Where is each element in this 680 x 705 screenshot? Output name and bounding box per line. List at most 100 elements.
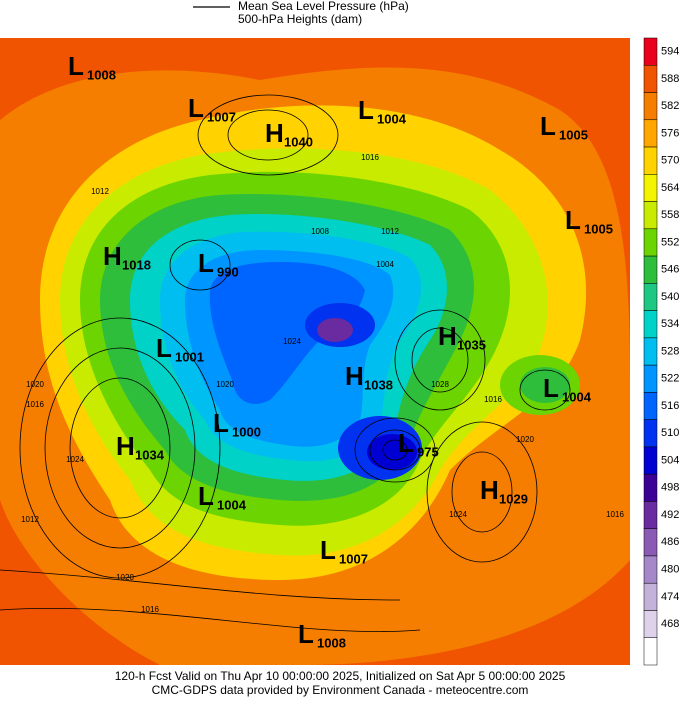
contour-label: 1024 <box>283 337 301 346</box>
footer-line: 120-h Fcst Valid on Thu Apr 10 00:00:00 … <box>115 669 566 683</box>
colorbar-cell <box>643 501 658 529</box>
colorbar-label: 552 <box>661 236 679 248</box>
colorbar-cell <box>643 228 658 257</box>
contour-label: 1020 <box>216 380 234 389</box>
system-value: 1000 <box>232 424 261 439</box>
system-letter: H <box>345 361 364 391</box>
colorbar-label: 594 <box>661 46 679 58</box>
system-letter: L <box>358 95 374 125</box>
system-value: 1035 <box>457 337 486 352</box>
colorbar-label: 576 <box>661 127 679 139</box>
system-letter: L <box>543 373 559 403</box>
colorbar-cell <box>643 637 658 666</box>
colorbar-label: 570 <box>661 155 679 167</box>
colorbar-cell <box>643 283 658 311</box>
colorbar-label: 492 <box>661 509 679 521</box>
system-letter: L <box>320 535 336 565</box>
contour-label: 1016 <box>361 153 379 162</box>
contour-label: 1016 <box>484 395 502 404</box>
system-value: 1005 <box>559 127 588 142</box>
colorbar-cell <box>643 37 658 66</box>
colorbar-label: 546 <box>661 264 679 276</box>
system-value: 1004 <box>377 111 407 126</box>
system-value: 1007 <box>339 551 368 566</box>
system-letter: L <box>213 408 229 438</box>
system-value: 1038 <box>364 377 393 392</box>
system-letter: L <box>68 51 84 81</box>
contour-label: 1020 <box>516 435 534 444</box>
colorbar: 594 588 582 576 570 564 558 552 546 540 534 528 522 5… <box>643 37 679 666</box>
colorbar-label: 522 <box>661 373 679 385</box>
contour-label: 1008 <box>311 227 329 236</box>
height-fill <box>520 367 570 403</box>
system-value: 1004 <box>562 389 592 404</box>
system-value: 1018 <box>122 257 151 272</box>
system-letter: H <box>103 241 122 271</box>
contour-label: 1028 <box>431 380 449 389</box>
system-value: 1001 <box>175 349 204 364</box>
system-letter: L <box>156 333 172 363</box>
system-value: 1040 <box>284 134 313 149</box>
system-value: 1007 <box>207 109 236 124</box>
system-value: 975 <box>417 444 439 459</box>
system-value: 1008 <box>317 635 346 650</box>
isobars <box>0 94 571 632</box>
contour-label: 1012 <box>91 187 109 196</box>
colorbar-cell <box>643 310 658 339</box>
colorbar-label: 516 <box>661 400 679 412</box>
system-letter: L <box>198 248 214 278</box>
legend-fill-label: 500-hPa Heights (dam) <box>238 12 362 26</box>
colorbar-cell <box>643 146 658 175</box>
legend-line-label: Mean Sea Level Pressure (hPa) <box>238 0 409 13</box>
colorbar-cell <box>643 174 658 202</box>
map <box>0 38 630 665</box>
colorbar-cell <box>643 92 658 121</box>
system-letter: L <box>298 619 314 649</box>
system-letter: H <box>480 475 499 505</box>
system-letter: L <box>565 205 581 235</box>
colorbar-label: 558 <box>661 209 679 221</box>
contour-label: 1012 <box>21 515 39 524</box>
colorbar-label: 534 <box>661 318 679 330</box>
system-value: 1034 <box>135 447 165 462</box>
colorbar-cell <box>643 528 658 557</box>
height-fill <box>367 434 417 470</box>
system-value: 1029 <box>499 491 528 506</box>
colorbar-label: 504 <box>661 454 679 466</box>
colorbar-label: 540 <box>661 291 679 303</box>
contour-label: 1020 <box>26 380 44 389</box>
contour-label: 1016 <box>26 400 44 409</box>
system-value: 1005 <box>584 221 613 236</box>
system-letter: H <box>116 431 135 461</box>
contour-label: 1024 <box>66 455 84 464</box>
system-letter: L <box>198 481 214 511</box>
contour-label: 1024 <box>449 510 467 519</box>
colorbar-cell <box>643 555 658 584</box>
colorbar-label: 564 <box>661 182 679 194</box>
system-letter: H <box>438 321 457 351</box>
colorbar-cell <box>643 65 658 93</box>
system-value: 990 <box>217 264 239 279</box>
colorbar-cell <box>643 419 658 448</box>
colorbar-label: 474 <box>661 591 679 603</box>
colorbar-label: 582 <box>661 100 679 112</box>
colorbar-label: 588 <box>661 73 679 85</box>
colorbar-cell <box>643 119 658 148</box>
colorbar-cell <box>643 473 658 502</box>
colorbar-cell <box>643 392 658 420</box>
contour-label: 1016 <box>141 605 159 614</box>
system-value: 1004 <box>217 497 247 512</box>
system-letter: L <box>398 428 414 458</box>
colorbar-label: 486 <box>661 536 679 548</box>
colorbar-label: 510 <box>661 427 679 439</box>
height-fill <box>209 262 365 404</box>
colorbar-label: 498 <box>661 482 679 494</box>
contour-label: 1012 <box>381 227 399 236</box>
system-value: 1008 <box>87 67 116 82</box>
system-letter: L <box>188 93 204 123</box>
colorbar-label: 480 <box>661 563 679 575</box>
system-letter: H <box>265 118 284 148</box>
colorbar-cell <box>643 337 658 366</box>
